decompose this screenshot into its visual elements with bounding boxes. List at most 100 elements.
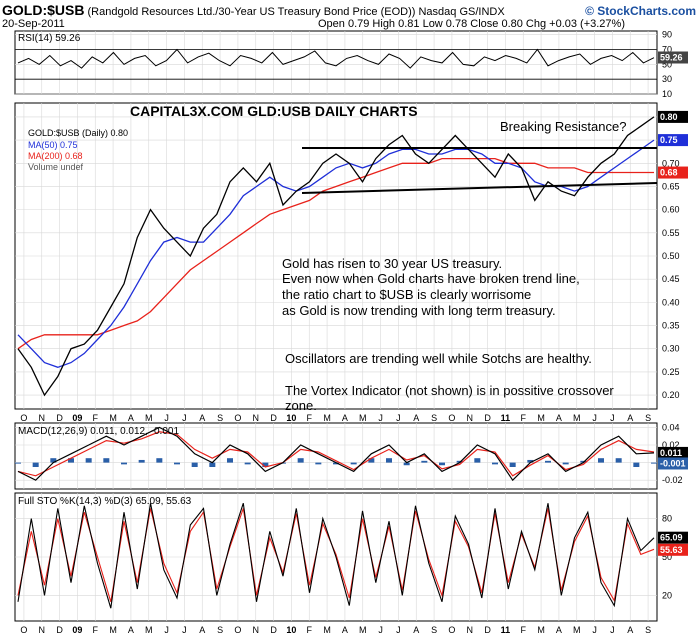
x-tick-label: D <box>270 625 277 635</box>
symbol-description: (Randgold Resources Ltd./30-Year US Trea… <box>87 6 416 18</box>
macd-histogram-bar <box>50 458 57 463</box>
x-tick-label: 11 <box>501 625 511 635</box>
y-tick-label: 0.40 <box>662 297 680 307</box>
note-line-1: Gold has risen to 30 year US treasury. <box>282 256 502 271</box>
x-tick-label: 09 <box>72 413 82 423</box>
sto-d-badge-bg <box>658 543 688 556</box>
y-tick-label: 50 <box>662 552 672 562</box>
x-tick-label: M <box>145 625 153 635</box>
x-tick-label: A <box>413 625 419 635</box>
x-tick-label: M <box>573 625 581 635</box>
note-line-3: the ratio chart to $USB is clearly worri… <box>282 287 531 302</box>
macd-histogram-bar <box>580 460 587 463</box>
y-tick-label: 0.02 <box>662 440 680 450</box>
x-tick-label: N <box>467 413 474 423</box>
note-vortex-1: The Vortex Indicator (not shown) is in p… <box>285 383 614 398</box>
x-tick-label: F <box>93 413 99 423</box>
chart-title: GOLD:$USB (Randgold Resources Ltd./30-Ye… <box>2 2 505 18</box>
exchange-label: Nasdaq GS/INDX <box>418 6 505 18</box>
macd-hist-badge-bg <box>658 457 688 470</box>
x-tick-label: J <box>610 413 615 423</box>
x-tick-label: J <box>396 413 401 423</box>
y-tick-label: 0.65 <box>662 181 680 191</box>
sto-d-badge: 55.63 <box>660 545 683 555</box>
x-tick-label: A <box>342 413 348 423</box>
macd-histogram-bar <box>421 460 428 463</box>
y-tick-label: 0.50 <box>662 251 680 261</box>
rsi-badge: 59.26 <box>660 52 683 62</box>
x-tick-label: 10 <box>286 625 296 635</box>
x-tick-label: O <box>234 625 241 635</box>
macd-hist-badge: -0.001 <box>660 458 686 468</box>
y-tick-label: 20 <box>662 590 672 600</box>
macd-histogram-bar <box>315 462 322 465</box>
macd-title-text: MACD(12,26,9) 0.011, 0.012, -0.001 <box>18 426 179 437</box>
x-tick-label: O <box>234 413 241 423</box>
x-tick-label: D <box>484 413 491 423</box>
y-tick-label: 10 <box>662 89 672 99</box>
note-vortex-2: zone. <box>285 398 317 413</box>
macd-histogram-bar <box>244 462 251 465</box>
ma200-badge-bg <box>658 166 688 179</box>
x-tick-label: J <box>182 625 187 635</box>
brand-logo: © StockCharts.com <box>585 4 696 18</box>
macd-histogram-bar <box>121 462 127 465</box>
x-tick-label: S <box>431 413 437 423</box>
price-legend-ma200: MA(200) 0.68 <box>28 151 83 161</box>
sto-title: Full STO %K(14,3) %D(3) 65.09, 55.63 <box>18 496 192 507</box>
macd-line <box>17 426 655 482</box>
y-tick-label: 0.20 <box>662 390 680 400</box>
x-tick-label: J <box>592 413 597 423</box>
x-tick-label: N <box>253 625 260 635</box>
x-tick-label: M <box>109 625 117 635</box>
sto-k-line <box>17 503 655 609</box>
symbol-label: GOLD:$USB <box>2 2 85 18</box>
x-tick-label: F <box>521 413 527 423</box>
rsi-title: RSI(14) 59.26 <box>18 33 81 44</box>
price-legend-ma50: MA(50) 0.75 <box>28 140 78 150</box>
macd-histogram-bar <box>103 458 110 463</box>
y-tick-label: 0.60 <box>662 205 680 215</box>
macd-title: MACD(12,26,9) 0.011, 0.012, -0.001 <box>18 426 179 437</box>
macd-histogram-bar <box>633 462 640 467</box>
y-tick-label: 0.30 <box>662 344 680 354</box>
watermark-text: CAPITAL3X.COM GLD:USB DAILY CHARTS <box>130 103 418 119</box>
y-tick-label: 0.45 <box>662 274 680 284</box>
x-tick-label: A <box>627 413 633 423</box>
price-legend-main: GOLD:$USB (Daily) 0.80 <box>28 128 128 138</box>
x-tick-label: O <box>448 413 455 423</box>
ohlc-readout: Open 0.79 High 0.81 Low 0.78 Close 0.80 … <box>318 18 625 30</box>
x-tick-label: M <box>323 625 331 635</box>
macd-histogram-bar <box>333 462 339 465</box>
macd-histogram-bar <box>156 458 163 463</box>
x-tick-label: S <box>645 413 651 423</box>
macd-histogram-bar <box>492 462 498 465</box>
y-tick-label: -0.02 <box>662 475 683 485</box>
x-tick-label: F <box>521 625 527 635</box>
x-tick-label: A <box>413 413 419 423</box>
x-tick-label: A <box>128 625 134 635</box>
price-line <box>17 116 655 397</box>
x-tick-label: J <box>164 413 169 423</box>
x-tick-label: 09 <box>72 625 82 635</box>
x-tick-label: N <box>253 413 260 423</box>
x-tick-label: J <box>182 413 187 423</box>
breaking-resistance-label: Breaking Resistance? <box>500 119 626 134</box>
price-legend-volume: Volume undef <box>28 162 84 172</box>
macd-histogram-bar <box>68 458 74 463</box>
x-tick-label: M <box>359 413 367 423</box>
y-tick-label: 0.35 <box>662 321 680 331</box>
x-tick-label: D <box>270 413 277 423</box>
y-tick-label: 80 <box>662 514 672 524</box>
y-tick-label: 0.25 <box>662 367 680 377</box>
y-tick-label: 50 <box>662 59 672 69</box>
x-tick-label: A <box>556 625 562 635</box>
x-tick-label: N <box>39 625 46 635</box>
macd-histogram-bar <box>209 462 216 467</box>
x-tick-label: M <box>109 413 117 423</box>
ma50-badge: 0.75 <box>660 135 678 145</box>
macd-histogram-bar <box>545 460 551 463</box>
macd-histogram-bar <box>615 458 622 463</box>
x-tick-label: S <box>431 625 437 635</box>
